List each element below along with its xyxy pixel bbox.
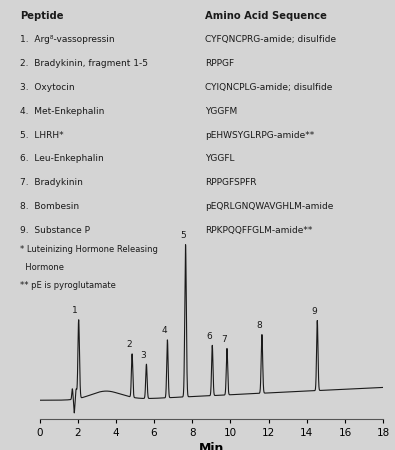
Text: 9.  Substance P: 9. Substance P <box>20 226 90 235</box>
Text: 7.  Bradykinin: 7. Bradykinin <box>20 178 83 187</box>
Text: 1.  Arg⁸-vassopressin: 1. Arg⁸-vassopressin <box>20 35 115 44</box>
Text: 5: 5 <box>180 231 186 240</box>
Text: 4.  Met-Enkephalin: 4. Met-Enkephalin <box>20 107 104 116</box>
Text: 1: 1 <box>72 306 78 315</box>
Text: 6.  Leu-Enkephalin: 6. Leu-Enkephalin <box>20 154 103 163</box>
Text: YGGFM: YGGFM <box>205 107 238 116</box>
Text: YGGFL: YGGFL <box>205 154 235 163</box>
Text: CYFQNCPRG-amide; disulfide: CYFQNCPRG-amide; disulfide <box>205 35 337 44</box>
Text: pEQRLGNQWAVGHLM-amide: pEQRLGNQWAVGHLM-amide <box>205 202 334 211</box>
Text: 4: 4 <box>162 326 167 335</box>
Text: pEHWSYGLRPG-amide**: pEHWSYGLRPG-amide** <box>205 130 315 140</box>
Text: RPKPQQFFGLM-amide**: RPKPQQFFGLM-amide** <box>205 226 313 235</box>
Text: 3: 3 <box>141 351 147 360</box>
Text: ** pE is pyroglutamate: ** pE is pyroglutamate <box>20 281 116 290</box>
Text: 8: 8 <box>256 321 262 330</box>
Text: Peptide: Peptide <box>20 11 63 21</box>
Text: 7: 7 <box>221 335 227 344</box>
Text: 2: 2 <box>126 340 132 349</box>
Text: 6: 6 <box>207 332 212 341</box>
Text: 5.  LHRH*: 5. LHRH* <box>20 130 63 140</box>
Text: RPPGF: RPPGF <box>205 59 235 68</box>
Text: CYIQNCPLG-amide; disulfide: CYIQNCPLG-amide; disulfide <box>205 83 333 92</box>
Text: 2.  Bradykinin, fragment 1-5: 2. Bradykinin, fragment 1-5 <box>20 59 148 68</box>
Text: 8.  Bombesin: 8. Bombesin <box>20 202 79 211</box>
Text: RPPGFSPFR: RPPGFSPFR <box>205 178 257 187</box>
Text: * Luteinizing Hormone Releasing: * Luteinizing Hormone Releasing <box>20 245 158 254</box>
Text: 3.  Oxytocin: 3. Oxytocin <box>20 83 74 92</box>
Text: Amino Acid Sequence: Amino Acid Sequence <box>205 11 327 21</box>
Text: Hormone: Hormone <box>20 263 64 272</box>
X-axis label: Min: Min <box>199 442 224 450</box>
Text: 9: 9 <box>312 307 317 316</box>
